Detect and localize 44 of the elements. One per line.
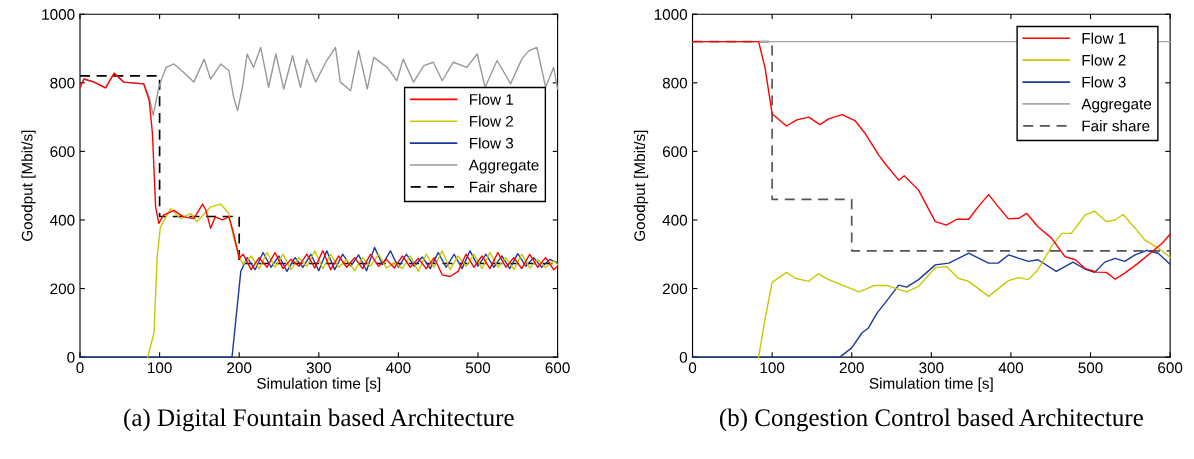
y-tick-label: 200: [50, 283, 75, 295]
line-series: [757, 210, 1171, 358]
y-tick-label: 400: [662, 214, 688, 226]
text: (b) Congestion Control based Architecture: [719, 408, 1143, 432]
x-tick-label: 400: [386, 362, 411, 374]
legend-label: Flow 3: [1082, 76, 1126, 88]
y-tick-label: 600: [50, 146, 75, 158]
x-tick-label: 0: [76, 362, 84, 374]
x-tick-label: 500: [465, 362, 491, 374]
x-tick-label: 200: [227, 362, 252, 374]
x-tick-label: 300: [919, 362, 944, 374]
y-tick-label: 800: [662, 77, 688, 89]
legend-label: Flow 2: [1082, 54, 1126, 66]
y-tick-label: 800: [50, 77, 75, 89]
legend-label: Flow 1: [470, 93, 514, 105]
x-tick-label: 600: [1158, 362, 1183, 374]
y-tick-label: 1000: [654, 9, 688, 20]
y-axis-title: Goodput [Mbit/s]: [21, 130, 36, 241]
y-tick-label: 0: [67, 351, 75, 363]
x-tick-label: 600: [545, 362, 570, 374]
x-axis-title: Simulation time [s]: [869, 377, 993, 392]
x-tick-label: 100: [148, 362, 172, 374]
legend-label: Flow 2: [470, 115, 513, 127]
y-tick-label: 1000: [42, 9, 75, 20]
y-axis-title: Goodput [Mbit/s]: [633, 130, 649, 241]
legend-label: Aggregate: [1081, 98, 1152, 113]
y-tick-label: 400: [50, 214, 75, 226]
legend-label: Flow 1: [1082, 32, 1126, 44]
text: (a) Digital Fountain based Architecture: [124, 408, 514, 432]
y-tick-label: 600: [662, 146, 688, 158]
x-axis-title: Simulation time [s]: [257, 377, 381, 392]
x-tick-label: 500: [1078, 362, 1103, 374]
y-tick-label: 200: [662, 283, 688, 295]
legend-label: Flow 3: [470, 137, 514, 149]
x-tick-label: 0: [688, 362, 697, 374]
x-tick-label: 300: [306, 362, 331, 374]
x-tick-label: 200: [839, 362, 864, 374]
line-series: [146, 203, 559, 358]
legend-label: Fair share: [470, 181, 537, 193]
legend-label: Aggregate: [468, 159, 539, 174]
y-tick-label: 0: [679, 351, 688, 363]
x-tick-label: 400: [998, 362, 1024, 374]
x-tick-label: 100: [760, 362, 785, 374]
legend-label: Fair share: [1082, 120, 1150, 132]
